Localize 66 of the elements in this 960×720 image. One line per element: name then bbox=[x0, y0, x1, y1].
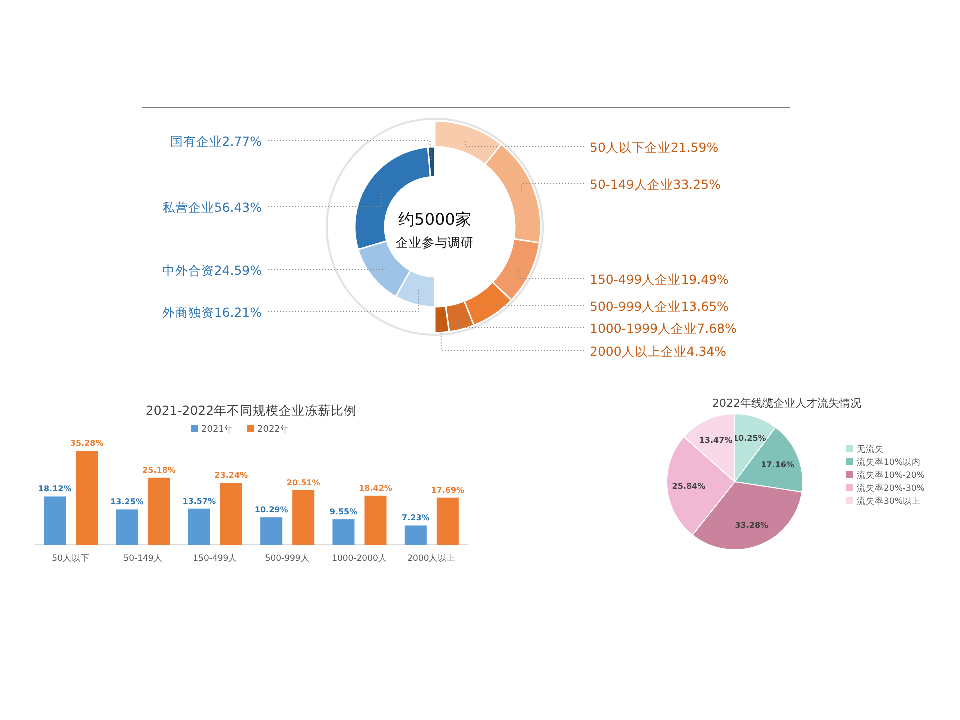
data-label: 9.55% bbox=[330, 508, 358, 517]
x-tick-label: 2000人以上 bbox=[408, 553, 456, 564]
data-label: 7.23% bbox=[402, 514, 430, 523]
text: 企业参与调研 bbox=[396, 235, 474, 250]
bar bbox=[76, 451, 98, 545]
data-label: 2.77% bbox=[222, 134, 262, 149]
data-label: 24.59% bbox=[214, 263, 262, 278]
bar bbox=[188, 508, 210, 545]
slice-label: 外商独资 bbox=[162, 305, 214, 320]
bar bbox=[436, 498, 459, 545]
legend-label: 2022年 bbox=[258, 424, 290, 435]
slice-label: 2000人以上企业 bbox=[590, 344, 687, 359]
data-label: 23.24% bbox=[214, 471, 248, 480]
data-label: 13.47% bbox=[699, 436, 733, 445]
x-tick-label: 1000-2000人 bbox=[332, 553, 388, 564]
data-label: 10.29% bbox=[254, 506, 288, 515]
bar bbox=[44, 496, 66, 545]
bar bbox=[292, 490, 315, 545]
bar bbox=[220, 483, 242, 545]
x-tick-label: 50人以下 bbox=[52, 553, 90, 564]
data-label: 4.34% bbox=[686, 344, 727, 359]
legend-label: 无流失 bbox=[857, 444, 884, 455]
bar bbox=[364, 496, 387, 545]
bar bbox=[116, 510, 138, 545]
legend-label: 2021年 bbox=[202, 424, 234, 435]
slice-label: 50-149人企业 bbox=[590, 177, 674, 192]
data-label: 25.18% bbox=[142, 466, 176, 475]
data-label: 13.65% bbox=[681, 299, 730, 314]
data-label: 19.49% bbox=[681, 272, 730, 287]
data-label: 17.69% bbox=[431, 486, 465, 495]
slice-label: 150-499人企业 bbox=[590, 272, 682, 287]
slice-label: 私营企业 bbox=[162, 200, 214, 215]
data-label: 35.28% bbox=[70, 439, 104, 448]
slice-label: 1000-1999人企业 bbox=[590, 321, 698, 336]
chart-title: 2022年线缆企业人才流失情况 bbox=[712, 397, 862, 410]
data-label: 16.21% bbox=[214, 305, 262, 320]
slice-label: 国有企业 bbox=[170, 134, 222, 149]
data-label: 13.25% bbox=[110, 498, 144, 507]
legend-label: 流失率30%以上 bbox=[857, 496, 921, 507]
data-label: 18.42% bbox=[359, 484, 392, 493]
data-label: 33.25% bbox=[673, 177, 722, 192]
x-tick-label: 500-999人 bbox=[265, 553, 310, 564]
data-label: 17.16% bbox=[761, 460, 794, 470]
slice-label: 中外合资 bbox=[162, 263, 214, 278]
text: 约5000家 bbox=[398, 210, 472, 229]
slice-label: 500-999人企业 bbox=[590, 299, 682, 314]
bar bbox=[148, 478, 170, 545]
x-tick-label: 50-149人 bbox=[124, 553, 163, 564]
bar bbox=[260, 518, 283, 545]
data-label: 18.12% bbox=[38, 484, 72, 494]
legend-label: 流失率10%以内 bbox=[857, 457, 921, 468]
bar bbox=[404, 526, 427, 545]
data-label: 25.84% bbox=[672, 482, 706, 492]
chart-title: 2021-2022年不同规模企业冻薪比例 bbox=[146, 403, 358, 418]
data-label: 20.51% bbox=[286, 478, 320, 488]
data-label: 13.57% bbox=[182, 496, 216, 506]
data-label: 21.59% bbox=[670, 140, 719, 155]
data-label: 7.68% bbox=[697, 321, 737, 336]
slice-label: 50人以下企业 bbox=[590, 140, 671, 155]
data-label: 10.25% bbox=[732, 434, 766, 444]
legend-label: 流失率20%-30% bbox=[857, 483, 925, 494]
x-tick-label: 150-499人 bbox=[193, 553, 238, 564]
legend-label: 流失率10%-20% bbox=[857, 470, 925, 481]
bar bbox=[332, 520, 355, 545]
data-label: 56.43% bbox=[214, 200, 262, 215]
data-label: 33.28% bbox=[735, 521, 769, 530]
